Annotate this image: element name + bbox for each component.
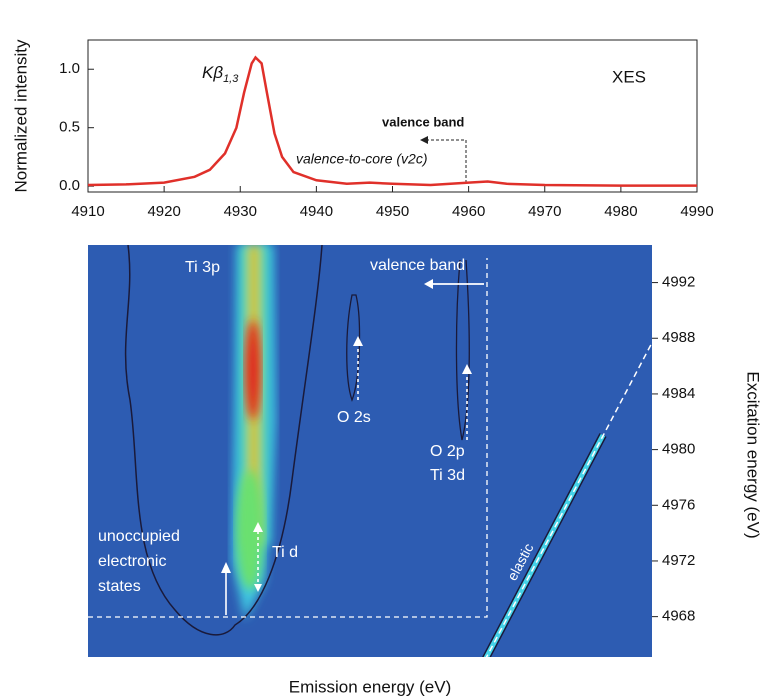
elastic-guide xyxy=(485,341,652,657)
label: unoccupied xyxy=(98,528,180,545)
label: valence band xyxy=(370,257,465,274)
y2-tick-label: 4988 xyxy=(662,329,695,346)
x-tick-label: 4950 xyxy=(376,203,409,220)
arrowhead xyxy=(420,136,428,144)
rixs-map: Ti 3p valence band O 2s O 2p Ti 3d unocc… xyxy=(88,245,652,657)
arrow xyxy=(428,139,467,183)
dashed-box xyxy=(88,258,488,618)
contour xyxy=(455,259,470,441)
contour xyxy=(346,294,361,402)
y2-tick-label: 4980 xyxy=(662,441,695,458)
arrowhead xyxy=(424,279,433,289)
intensity-lower xyxy=(236,470,264,590)
y2-axis-label: Excitation energy (eV) xyxy=(744,371,763,538)
arrowheads xyxy=(221,336,472,592)
x-tick-label: 4920 xyxy=(147,203,180,220)
x-axis-label: Emission energy (eV) xyxy=(289,677,452,696)
label: O 2p xyxy=(430,443,465,460)
label: states xyxy=(98,578,141,595)
label: Ti 3p xyxy=(185,259,220,276)
y-tick-label: 1.0 xyxy=(59,60,80,77)
y-tick-label: 0.0 xyxy=(59,177,80,194)
y2-tick-label: 4992 xyxy=(662,274,695,291)
annotation: valence band xyxy=(382,114,464,129)
x-tick-label: 4960 xyxy=(452,203,485,220)
label: electronic xyxy=(98,553,166,570)
y-axis-label: Normalized intensity xyxy=(11,39,30,193)
arrows xyxy=(225,345,468,615)
x-tick-label: 4940 xyxy=(300,203,333,220)
label: Ti 3d xyxy=(430,467,465,484)
x-tick-label: 4990 xyxy=(680,203,713,220)
x-tick-label: 4930 xyxy=(224,203,257,220)
y2-tick-label: 4984 xyxy=(662,385,695,402)
x-tick-label: 4980 xyxy=(604,203,637,220)
y2-tick-label: 4976 xyxy=(662,496,695,513)
annotation: Kβ1,3 xyxy=(202,63,239,84)
y2-tick-label: 4972 xyxy=(662,552,695,569)
label: Ti d xyxy=(272,544,298,561)
label: O 2s xyxy=(337,409,371,426)
x-tick-label: 4910 xyxy=(71,203,104,220)
intensity-peak xyxy=(245,320,261,420)
annotation: valence-to-core (v2c) xyxy=(296,151,428,167)
map-background xyxy=(88,245,652,657)
annotation: XES xyxy=(612,67,646,86)
y-tick-label: 0.5 xyxy=(59,119,80,136)
y2-tick-label: 4968 xyxy=(662,608,695,625)
contour xyxy=(124,245,323,636)
x-tick-label: 4970 xyxy=(528,203,561,220)
xes-line xyxy=(87,55,697,187)
